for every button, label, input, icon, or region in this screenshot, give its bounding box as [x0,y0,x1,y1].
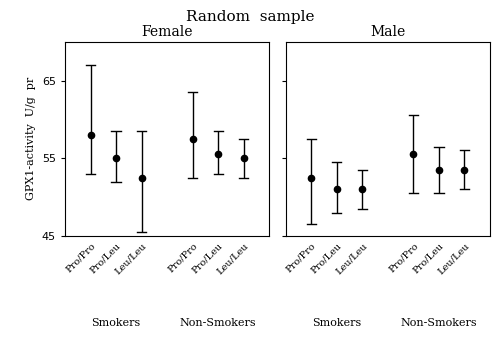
Text: Smokers: Smokers [92,318,140,328]
Y-axis label: GPX1-activity  U/g  pr: GPX1-activity U/g pr [26,77,36,201]
Title: Male: Male [370,25,406,39]
Text: Smokers: Smokers [312,318,362,328]
Text: Non-Smokers: Non-Smokers [400,318,477,328]
Text: Random  sample: Random sample [186,10,314,24]
Title: Female: Female [142,25,193,39]
Text: Non-Smokers: Non-Smokers [180,318,256,328]
